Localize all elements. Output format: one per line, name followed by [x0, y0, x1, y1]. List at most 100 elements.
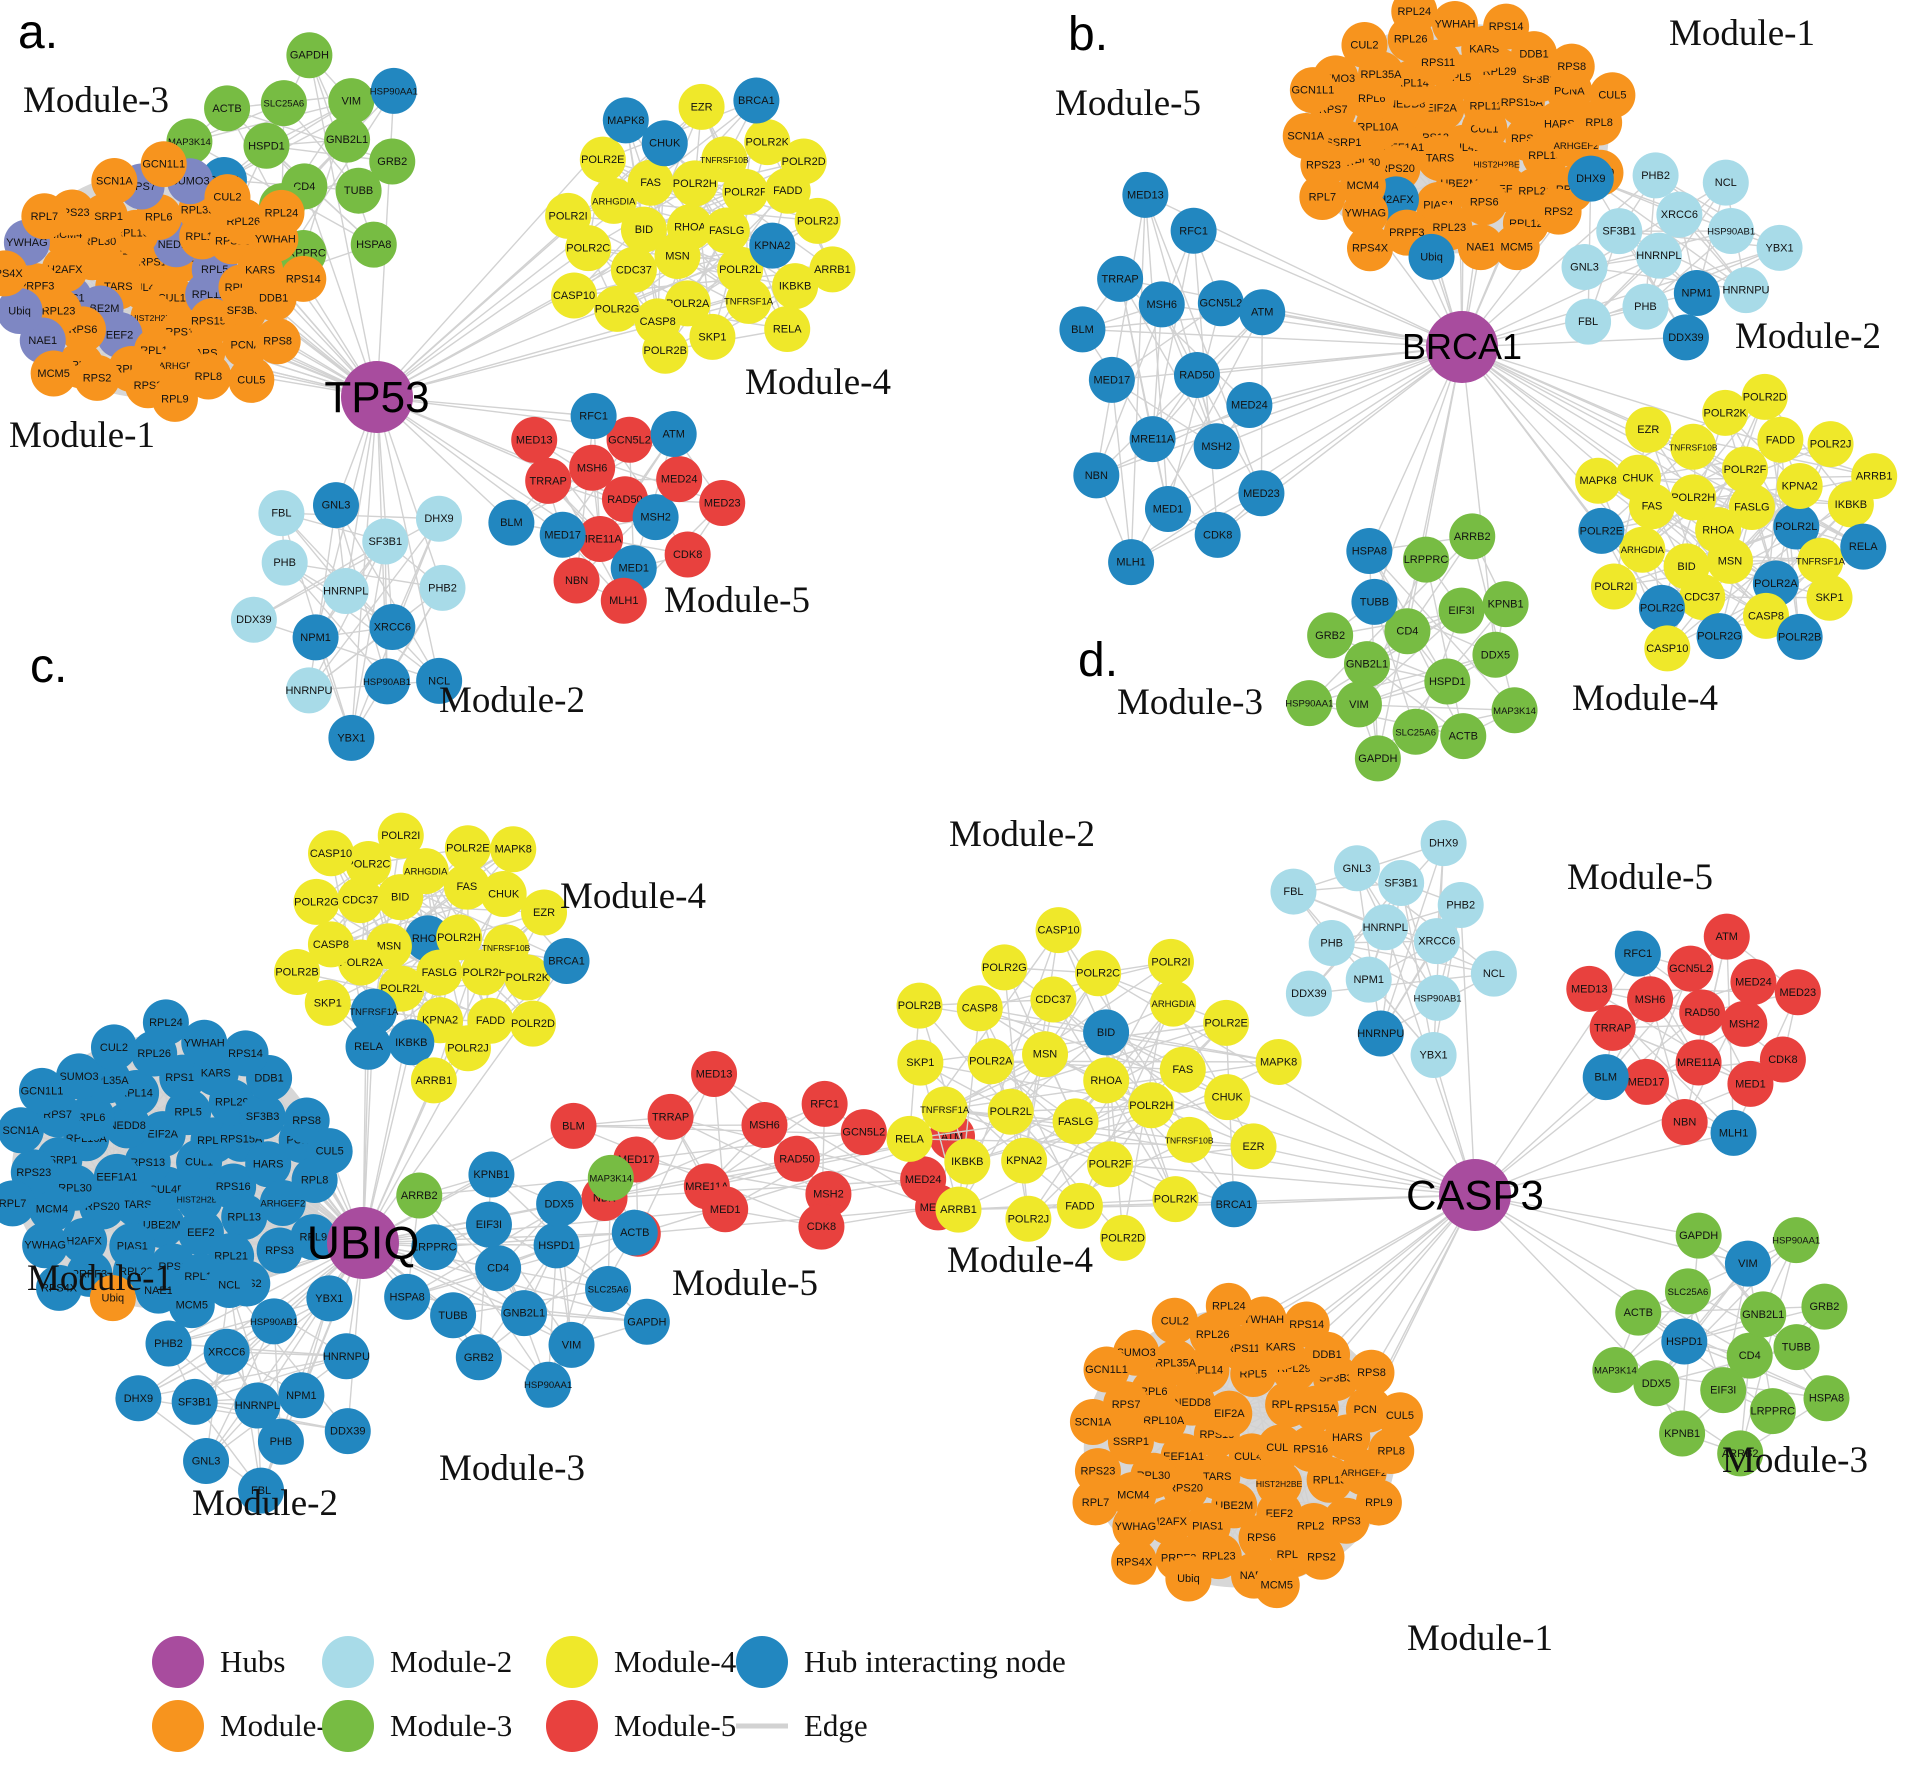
node-HSPA8: HSPA8 [384, 1273, 431, 1320]
node-HSP90AB1: HSP90AB1 [363, 658, 411, 705]
node-LRPPRC: LRPPRC [1749, 1388, 1796, 1435]
node-circle-HSPD1 [533, 1222, 580, 1269]
hub-edge [1474, 1083, 1751, 1196]
node-CASP10: CASP10 [1644, 625, 1691, 672]
node-circle-POLR2K [504, 954, 551, 1001]
node-circle-POLR2L [987, 1088, 1034, 1135]
node-circle-HARS [245, 1141, 292, 1188]
node-circle-YWHAG [22, 1222, 69, 1269]
edge [1308, 882, 1402, 995]
node-circle-HSPA8 [1803, 1375, 1850, 1422]
node-CHUK: CHUK [641, 120, 688, 167]
node-MAPK8: MAPK8 [1575, 457, 1622, 504]
node-circle-POLR2F [1087, 1141, 1134, 1188]
hub-edge [1111, 346, 1463, 381]
node-MED1: MED1 [1144, 485, 1191, 532]
hub-edge [1261, 346, 1463, 494]
node-circle-TNFRSF1A [1797, 537, 1844, 584]
hub-edge [1253, 1145, 1476, 1196]
node-MED24: MED24 [656, 456, 703, 503]
node-circle-POLR2B [1776, 613, 1823, 660]
node-circle-MED1 [1144, 485, 1191, 532]
node-circle-CHUK [1204, 1074, 1251, 1121]
edge [284, 562, 440, 682]
node-circle-RPS6 [1461, 179, 1508, 226]
node-circle-RPL7 [21, 193, 68, 240]
node-circle-DDX39 [1285, 970, 1332, 1017]
module-label-a-module-4: Module-4 [745, 362, 891, 403]
node-circle-MED17 [1088, 356, 1135, 403]
legend-swatch-hub_blue [736, 1636, 788, 1688]
node-CUL5: CUL5 [228, 356, 275, 403]
node-circle-RPS2 [1298, 1533, 1345, 1580]
hub-edge [1082, 328, 1463, 348]
module-label-c-module-2: Module-2 [192, 1483, 338, 1524]
node-circle-RPL13 [221, 1193, 268, 1240]
node-circle-RAD50 [1173, 352, 1220, 399]
node-circle-GCN1L1 [18, 1067, 65, 1114]
node-circle-NAE1 [1457, 224, 1504, 271]
node-MED13: MED13 [511, 416, 558, 463]
node-RAD50: RAD50 [1173, 352, 1220, 399]
edge [1027, 1003, 1174, 1220]
node-CHUK: CHUK [1204, 1074, 1251, 1121]
node-circle-BLM [550, 1102, 597, 1149]
node-circle-POLR2C [1075, 950, 1122, 997]
node-circle-POLR2H [1670, 474, 1717, 521]
node-circle-POLR2J [1807, 421, 1854, 468]
node-EZR: EZR [678, 83, 725, 130]
edge [1119, 278, 1169, 510]
node-NPM1: NPM1 [1673, 270, 1720, 317]
node-circle-FAS [1159, 1046, 1206, 1093]
legend-item-module-1: Module-1 [152, 1700, 342, 1752]
node-circle-SLC25A6 [585, 1265, 632, 1312]
edge [1655, 1263, 1749, 1384]
module-label-c-module-4: Module-4 [560, 876, 706, 917]
edge [1144, 194, 1218, 447]
node-CUL2: CUL2 [1341, 22, 1388, 69]
node-circle-PHB2 [145, 1320, 192, 1367]
edge [919, 1062, 1025, 1162]
node-circle-CUL2 [204, 174, 251, 221]
hub-edge [138, 1242, 364, 1399]
panel-a: CD4HSPD1GNB2L1EIF3ISLC25A6TUBBDDX5VIMLRP… [0, 6, 891, 761]
node-BLM: BLM [1059, 306, 1106, 353]
node-circle-MLH1 [600, 577, 647, 624]
node-GNL3: GNL3 [312, 482, 359, 529]
node-circle-TUBB [430, 1292, 477, 1339]
node-HNRNPL: HNRNPL [322, 567, 369, 614]
node-HSP90AA1: HSP90AA1 [1285, 680, 1333, 727]
node-POLR2B: POLR2B [274, 949, 321, 996]
node-NCL: NCL [1702, 159, 1749, 206]
node-CDK8: CDK8 [1194, 511, 1241, 558]
node-HSPA8: HSPA8 [1346, 528, 1393, 575]
edge [636, 1158, 829, 1195]
node-circle-VIM [1335, 681, 1382, 728]
node-CUL2: CUL2 [90, 1024, 137, 1071]
node-NCL: NCL [1470, 950, 1517, 997]
node-circle-HNRNPU [285, 667, 332, 714]
legend-item-module-3: Module-3 [322, 1700, 512, 1752]
node-SKP1: SKP1 [689, 313, 736, 360]
node-circle-NBN [1073, 452, 1120, 499]
node-circle-IKBKB [772, 263, 819, 310]
node-circle-SLC25A6 [260, 80, 307, 127]
node-circle-FASLG [1728, 483, 1775, 530]
node-BRCA1: BRCA1 [543, 937, 590, 984]
node-circle-TRRAP [647, 1093, 694, 1140]
node-circle-CASP8 [307, 921, 354, 968]
edge [253, 540, 386, 621]
node-circle-ARHGDIA [1150, 980, 1197, 1027]
node-circle-DDX5 [536, 1180, 583, 1227]
node-circle-CD4 [1384, 608, 1431, 655]
hub-edge [1474, 1194, 1751, 1357]
node-MSN: MSN [1022, 1031, 1069, 1078]
module-label-d-module-1: Module-1 [1407, 1618, 1553, 1659]
node-GNL3: GNL3 [1333, 845, 1380, 892]
node-RPS2: RPS2 [1535, 188, 1582, 235]
node-circle-TNFRSF1A [350, 988, 397, 1035]
node-PHB2: PHB2 [1437, 882, 1484, 929]
node-circle-RPS14 [1283, 1301, 1330, 1348]
node-circle-FASLG [416, 949, 463, 996]
node-MSH2: MSH2 [632, 494, 679, 541]
